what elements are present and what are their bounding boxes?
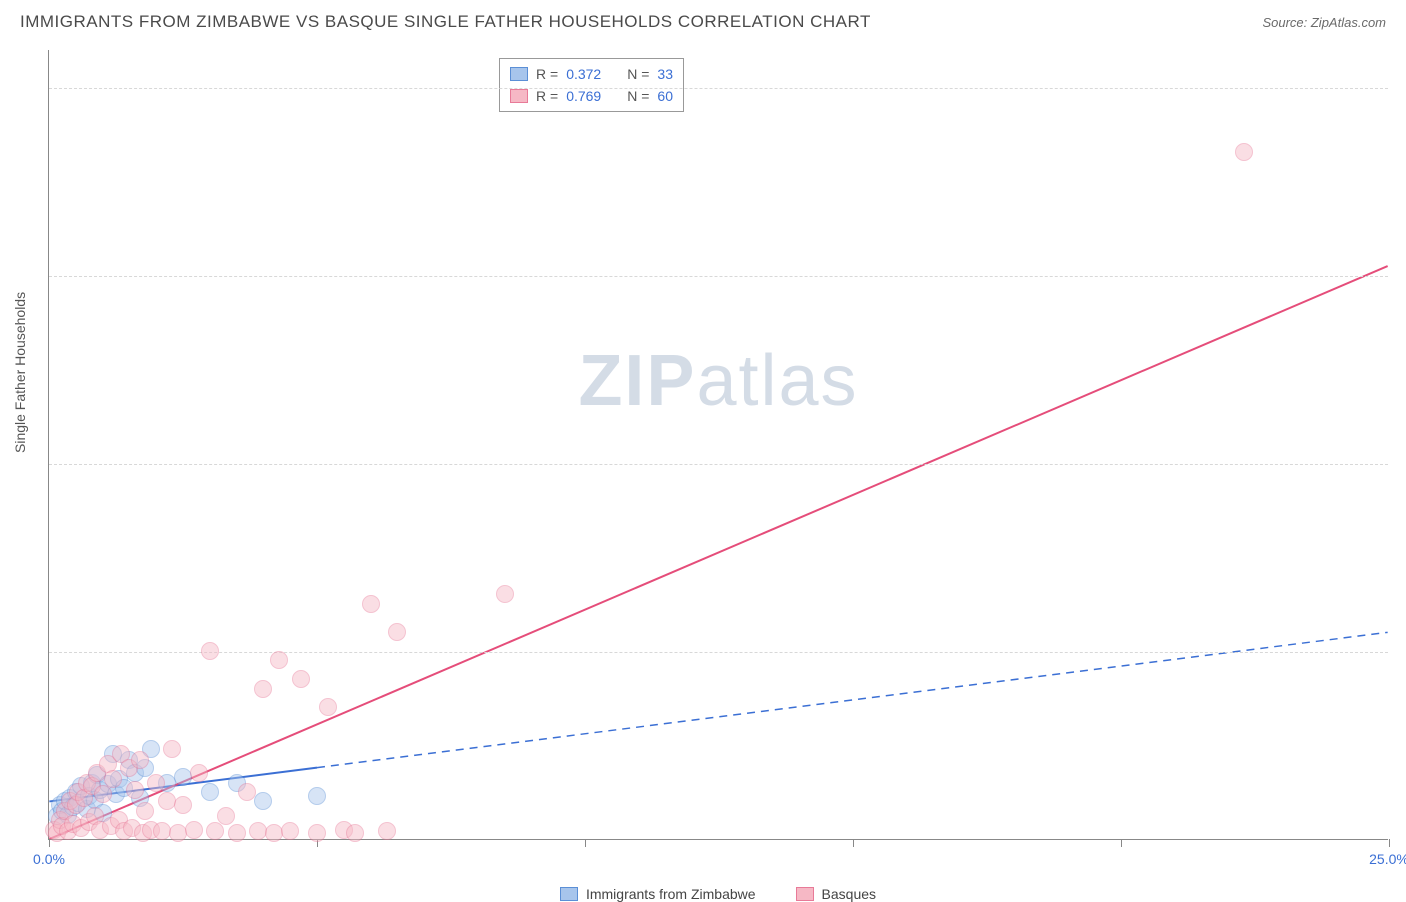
data-point xyxy=(158,792,176,810)
data-point xyxy=(378,822,396,840)
chart-container: ZIPatlas R =0.372N =33R =0.769N =60 10.0… xyxy=(48,50,1388,870)
data-point xyxy=(281,822,299,840)
data-point xyxy=(94,785,112,803)
data-point xyxy=(346,824,364,842)
data-point xyxy=(254,792,272,810)
legend-item: Immigrants from Zimbabwe xyxy=(560,886,756,902)
data-point xyxy=(126,781,144,799)
data-point xyxy=(270,651,288,669)
data-point xyxy=(228,824,246,842)
data-point xyxy=(254,680,272,698)
grid-line xyxy=(49,88,1388,89)
data-point xyxy=(217,807,235,825)
data-point xyxy=(201,642,219,660)
legend-swatch xyxy=(510,67,528,81)
data-point xyxy=(206,822,224,840)
x-tick-mark xyxy=(49,839,50,847)
legend-item: Basques xyxy=(796,886,876,902)
grid-line xyxy=(49,464,1388,465)
plot-area: ZIPatlas R =0.372N =33R =0.769N =60 10.0… xyxy=(48,50,1388,840)
legend-label: Immigrants from Zimbabwe xyxy=(586,886,756,902)
x-tick-mark xyxy=(853,839,854,847)
data-point xyxy=(163,740,181,758)
chart-title: IMMIGRANTS FROM ZIMBABWE VS BASQUE SINGL… xyxy=(20,12,871,32)
data-point xyxy=(362,595,380,613)
data-point xyxy=(185,821,203,839)
data-point xyxy=(201,783,219,801)
grid-line xyxy=(49,276,1388,277)
data-point xyxy=(174,796,192,814)
watermark: ZIPatlas xyxy=(578,340,858,422)
x-tick-mark xyxy=(1389,839,1390,847)
data-point xyxy=(147,774,165,792)
legend-swatch xyxy=(560,887,578,901)
legend-swatch xyxy=(510,89,528,103)
data-point xyxy=(319,698,337,716)
legend-stat-row: R = 0.372 N = 33 xyxy=(510,63,673,85)
data-point xyxy=(292,670,310,688)
legend-swatch xyxy=(796,887,814,901)
data-point xyxy=(496,585,514,603)
source-attribution: Source: ZipAtlas.com xyxy=(1262,15,1386,30)
data-point xyxy=(308,787,326,805)
data-point xyxy=(308,824,326,842)
data-point xyxy=(131,751,149,769)
n-value: 33 xyxy=(657,63,673,85)
watermark-bold: ZIP xyxy=(578,341,696,421)
data-point xyxy=(104,770,122,788)
trend-lines xyxy=(49,50,1388,839)
data-point xyxy=(1235,143,1253,161)
data-point xyxy=(136,802,154,820)
x-tick-label: 25.0% xyxy=(1369,851,1406,867)
trend-line xyxy=(49,266,1387,839)
data-point xyxy=(238,783,256,801)
data-point xyxy=(388,623,406,641)
x-tick-label: 0.0% xyxy=(33,851,65,867)
r-label: R = xyxy=(536,63,558,85)
n-label: N = xyxy=(627,63,649,85)
data-point xyxy=(190,764,208,782)
watermark-light: atlas xyxy=(696,341,858,421)
legend-label: Basques xyxy=(822,886,876,902)
legend-stats-box: R =0.372N =33R =0.769N =60 xyxy=(499,58,684,112)
x-tick-mark xyxy=(585,839,586,847)
grid-line xyxy=(49,652,1388,653)
x-tick-mark xyxy=(1121,839,1122,847)
r-value: 0.372 xyxy=(566,63,601,85)
y-axis-label: Single Father Households xyxy=(12,292,28,453)
legend-bottom: Immigrants from Zimbabwe Basques xyxy=(48,886,1388,902)
